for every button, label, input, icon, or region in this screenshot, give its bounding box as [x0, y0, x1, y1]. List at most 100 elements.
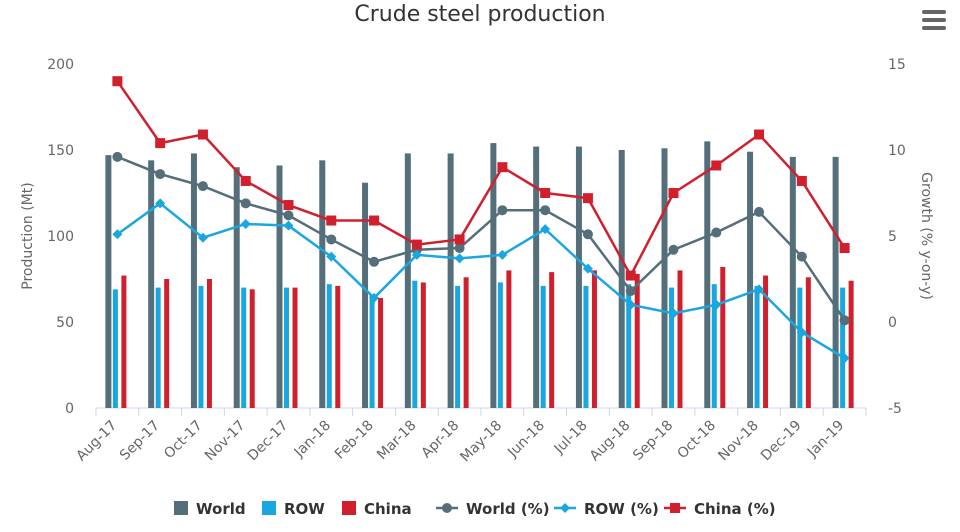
legend-item-world[interactable]: World (%)	[436, 500, 550, 518]
bar-china	[249, 289, 255, 408]
bar-row	[583, 285, 589, 408]
y-left-tick-label: 50	[56, 315, 74, 331]
point-world	[668, 244, 679, 255]
bar-series-row	[112, 280, 846, 408]
legend-item-china[interactable]: China (%)	[664, 500, 776, 518]
point-china	[582, 193, 593, 204]
point-row	[625, 299, 636, 310]
point-row	[582, 263, 593, 274]
point-china	[540, 188, 551, 198]
x-tick-label: Feb-18	[332, 418, 377, 463]
bar-row	[369, 294, 375, 408]
bar-row	[711, 284, 717, 408]
point-world	[796, 251, 807, 262]
point-china	[796, 175, 807, 186]
point-china	[625, 270, 636, 281]
bar-row	[284, 287, 289, 408]
bar-world	[575, 146, 582, 408]
legend-item-china[interactable]: China	[342, 500, 412, 518]
bar-china	[164, 279, 170, 408]
x-tick-label: Oct-17	[161, 418, 206, 463]
bar-china	[335, 285, 341, 408]
bar-world	[789, 156, 796, 408]
legend-item-row[interactable]: ROW (%)	[554, 500, 659, 518]
point-china	[155, 138, 166, 149]
bar-row	[326, 284, 332, 408]
point-row	[839, 353, 850, 364]
x-tick-label: Jan-19	[804, 418, 847, 461]
y-right-tick-label: 10	[888, 143, 906, 159]
point-china	[668, 188, 679, 198]
bar-world	[362, 182, 369, 408]
legend-item-row[interactable]: ROW	[262, 500, 325, 518]
point-row	[411, 249, 422, 260]
legend-label: China	[364, 500, 412, 518]
hamburger-menu-icon[interactable]	[922, 10, 946, 32]
point-china	[754, 129, 765, 140]
y-right-tick-label: 15	[888, 57, 906, 73]
bar-china	[720, 266, 726, 408]
bar-world	[490, 143, 497, 408]
legend-label: World	[196, 500, 246, 518]
point-china	[454, 234, 465, 245]
line-path-world	[116, 155, 846, 321]
point-china	[497, 162, 508, 173]
point-row	[369, 292, 380, 303]
point-world	[197, 181, 208, 192]
line-series-china	[112, 76, 850, 281]
y-left-tick-label: 150	[47, 143, 74, 159]
bar-world	[704, 141, 711, 408]
x-tick-label: Jan-18	[291, 418, 334, 461]
bar-row	[112, 289, 118, 408]
bar-china	[634, 273, 640, 408]
bar-china	[378, 297, 384, 408]
point-world	[326, 234, 337, 245]
point-world	[454, 243, 465, 254]
x-tick-label: Dec-17	[245, 418, 292, 465]
legend-label: World (%)	[466, 500, 550, 518]
x-tick-label: Jun-18	[504, 418, 548, 462]
legend-marker	[670, 503, 680, 513]
bar-china	[463, 277, 469, 408]
y-right-tick-label: 5	[888, 229, 897, 245]
point-row	[155, 198, 166, 209]
point-row	[796, 327, 807, 338]
legend-marker	[442, 503, 452, 513]
point-row	[240, 218, 251, 229]
bar-row	[840, 287, 846, 408]
line-series-row	[112, 198, 850, 364]
bar-row	[198, 285, 204, 408]
point-china	[283, 200, 294, 211]
bar-world	[319, 160, 326, 408]
point-world	[155, 169, 166, 180]
point-world	[497, 205, 508, 216]
legend-marker	[560, 503, 570, 513]
bar-china	[591, 270, 597, 408]
point-china	[240, 175, 251, 186]
line-path-china	[116, 80, 846, 277]
bar-china	[805, 277, 811, 408]
bar-world	[148, 160, 155, 408]
x-tick-label: May-18	[457, 418, 505, 466]
y-left-axis-title: Production (Mt)	[20, 182, 36, 289]
y-left-tick-label: 200	[47, 57, 74, 73]
point-row	[197, 232, 208, 243]
x-tick-label: Aug-18	[587, 418, 634, 465]
x-tick-label: Aug-17	[73, 418, 120, 465]
bar-china	[420, 282, 426, 408]
legend-label: ROW (%)	[584, 500, 659, 518]
bar-world	[233, 167, 240, 408]
bar-world	[276, 165, 283, 408]
legend-item-world[interactable]: World	[174, 500, 246, 518]
bar-world	[747, 151, 754, 408]
bar-row	[455, 285, 461, 408]
bar-row	[155, 287, 161, 408]
y-right-tick-label: 0	[888, 315, 897, 331]
point-row	[540, 224, 551, 235]
bar-china	[763, 275, 769, 408]
legend-label: China (%)	[694, 500, 776, 518]
point-world	[711, 227, 722, 238]
point-world	[582, 229, 593, 240]
point-china	[411, 239, 422, 250]
